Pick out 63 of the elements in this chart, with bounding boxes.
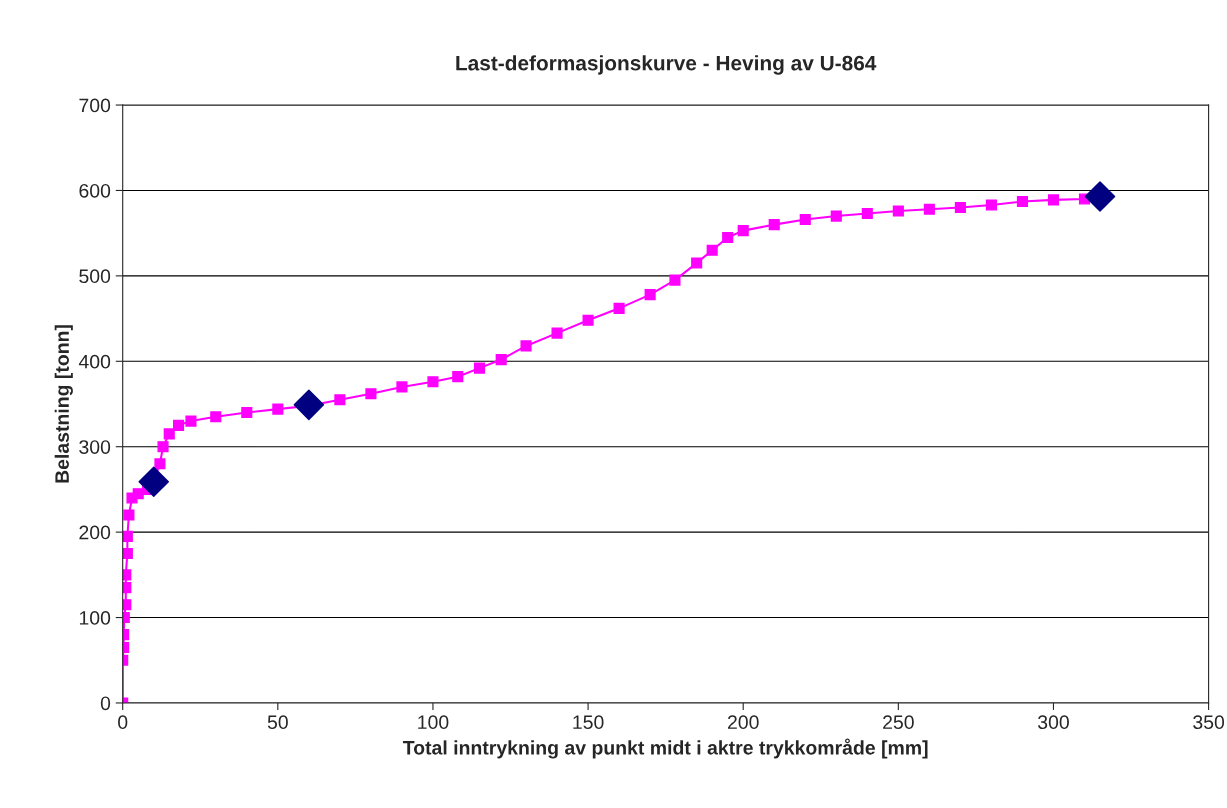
x-axis-title: Total inntrykning av punkt midt i aktre trykkområde [mm] xyxy=(402,738,928,759)
y-tick-label: 100 xyxy=(79,611,111,625)
point xyxy=(122,599,132,611)
point xyxy=(396,381,408,393)
point xyxy=(452,371,464,383)
point xyxy=(985,199,997,211)
x-tick-label: 100 xyxy=(418,715,449,730)
point xyxy=(613,302,625,314)
point xyxy=(495,354,507,366)
point xyxy=(473,362,486,374)
x-tick-label: 300 xyxy=(1037,715,1069,730)
point xyxy=(551,327,563,339)
point xyxy=(1047,194,1060,206)
y-tick-label: 500 xyxy=(79,269,111,284)
y-tick-label: 700 xyxy=(79,98,111,113)
point xyxy=(172,419,185,431)
y-tick-label: 0 xyxy=(100,696,111,711)
point xyxy=(1084,181,1116,212)
point xyxy=(122,547,133,560)
point xyxy=(427,376,439,388)
y-tick-label: 200 xyxy=(79,525,111,540)
point xyxy=(157,441,169,453)
x-tick-label: 250 xyxy=(883,715,914,730)
point xyxy=(954,201,966,214)
chart-title: Last-deformasjonskurve - Heving av U-864 xyxy=(456,55,877,75)
point xyxy=(691,257,703,269)
point xyxy=(122,582,132,594)
point xyxy=(272,403,284,415)
point xyxy=(154,458,166,470)
x-tick-label: 200 xyxy=(727,715,759,730)
point xyxy=(722,231,734,243)
y-axis-title: Belastning [tonn] xyxy=(54,325,73,483)
point xyxy=(210,411,222,423)
point xyxy=(1016,196,1028,208)
x-tick-label: 0 xyxy=(118,715,128,730)
point xyxy=(768,219,780,231)
point xyxy=(669,274,681,286)
point xyxy=(582,314,594,326)
x-tick-label: 50 xyxy=(267,715,288,730)
point xyxy=(520,340,532,352)
point xyxy=(830,210,842,222)
point xyxy=(737,225,749,237)
point xyxy=(644,289,656,301)
point xyxy=(123,509,135,521)
point xyxy=(293,389,325,421)
point xyxy=(122,530,133,542)
point xyxy=(122,569,132,581)
point xyxy=(334,394,346,406)
point xyxy=(799,213,811,226)
point xyxy=(138,466,169,497)
y-tick-label: 600 xyxy=(79,183,111,198)
point xyxy=(892,205,904,217)
point xyxy=(365,388,377,400)
point xyxy=(861,207,873,220)
x-tick-label: 350 xyxy=(1193,715,1225,730)
point xyxy=(163,428,175,440)
point xyxy=(241,406,253,419)
point xyxy=(706,244,718,256)
x-tick-label: 150 xyxy=(573,715,604,730)
point xyxy=(923,203,935,215)
y-tick-label: 400 xyxy=(78,354,111,369)
point xyxy=(185,415,197,427)
y-tick-label: 300 xyxy=(79,440,111,454)
